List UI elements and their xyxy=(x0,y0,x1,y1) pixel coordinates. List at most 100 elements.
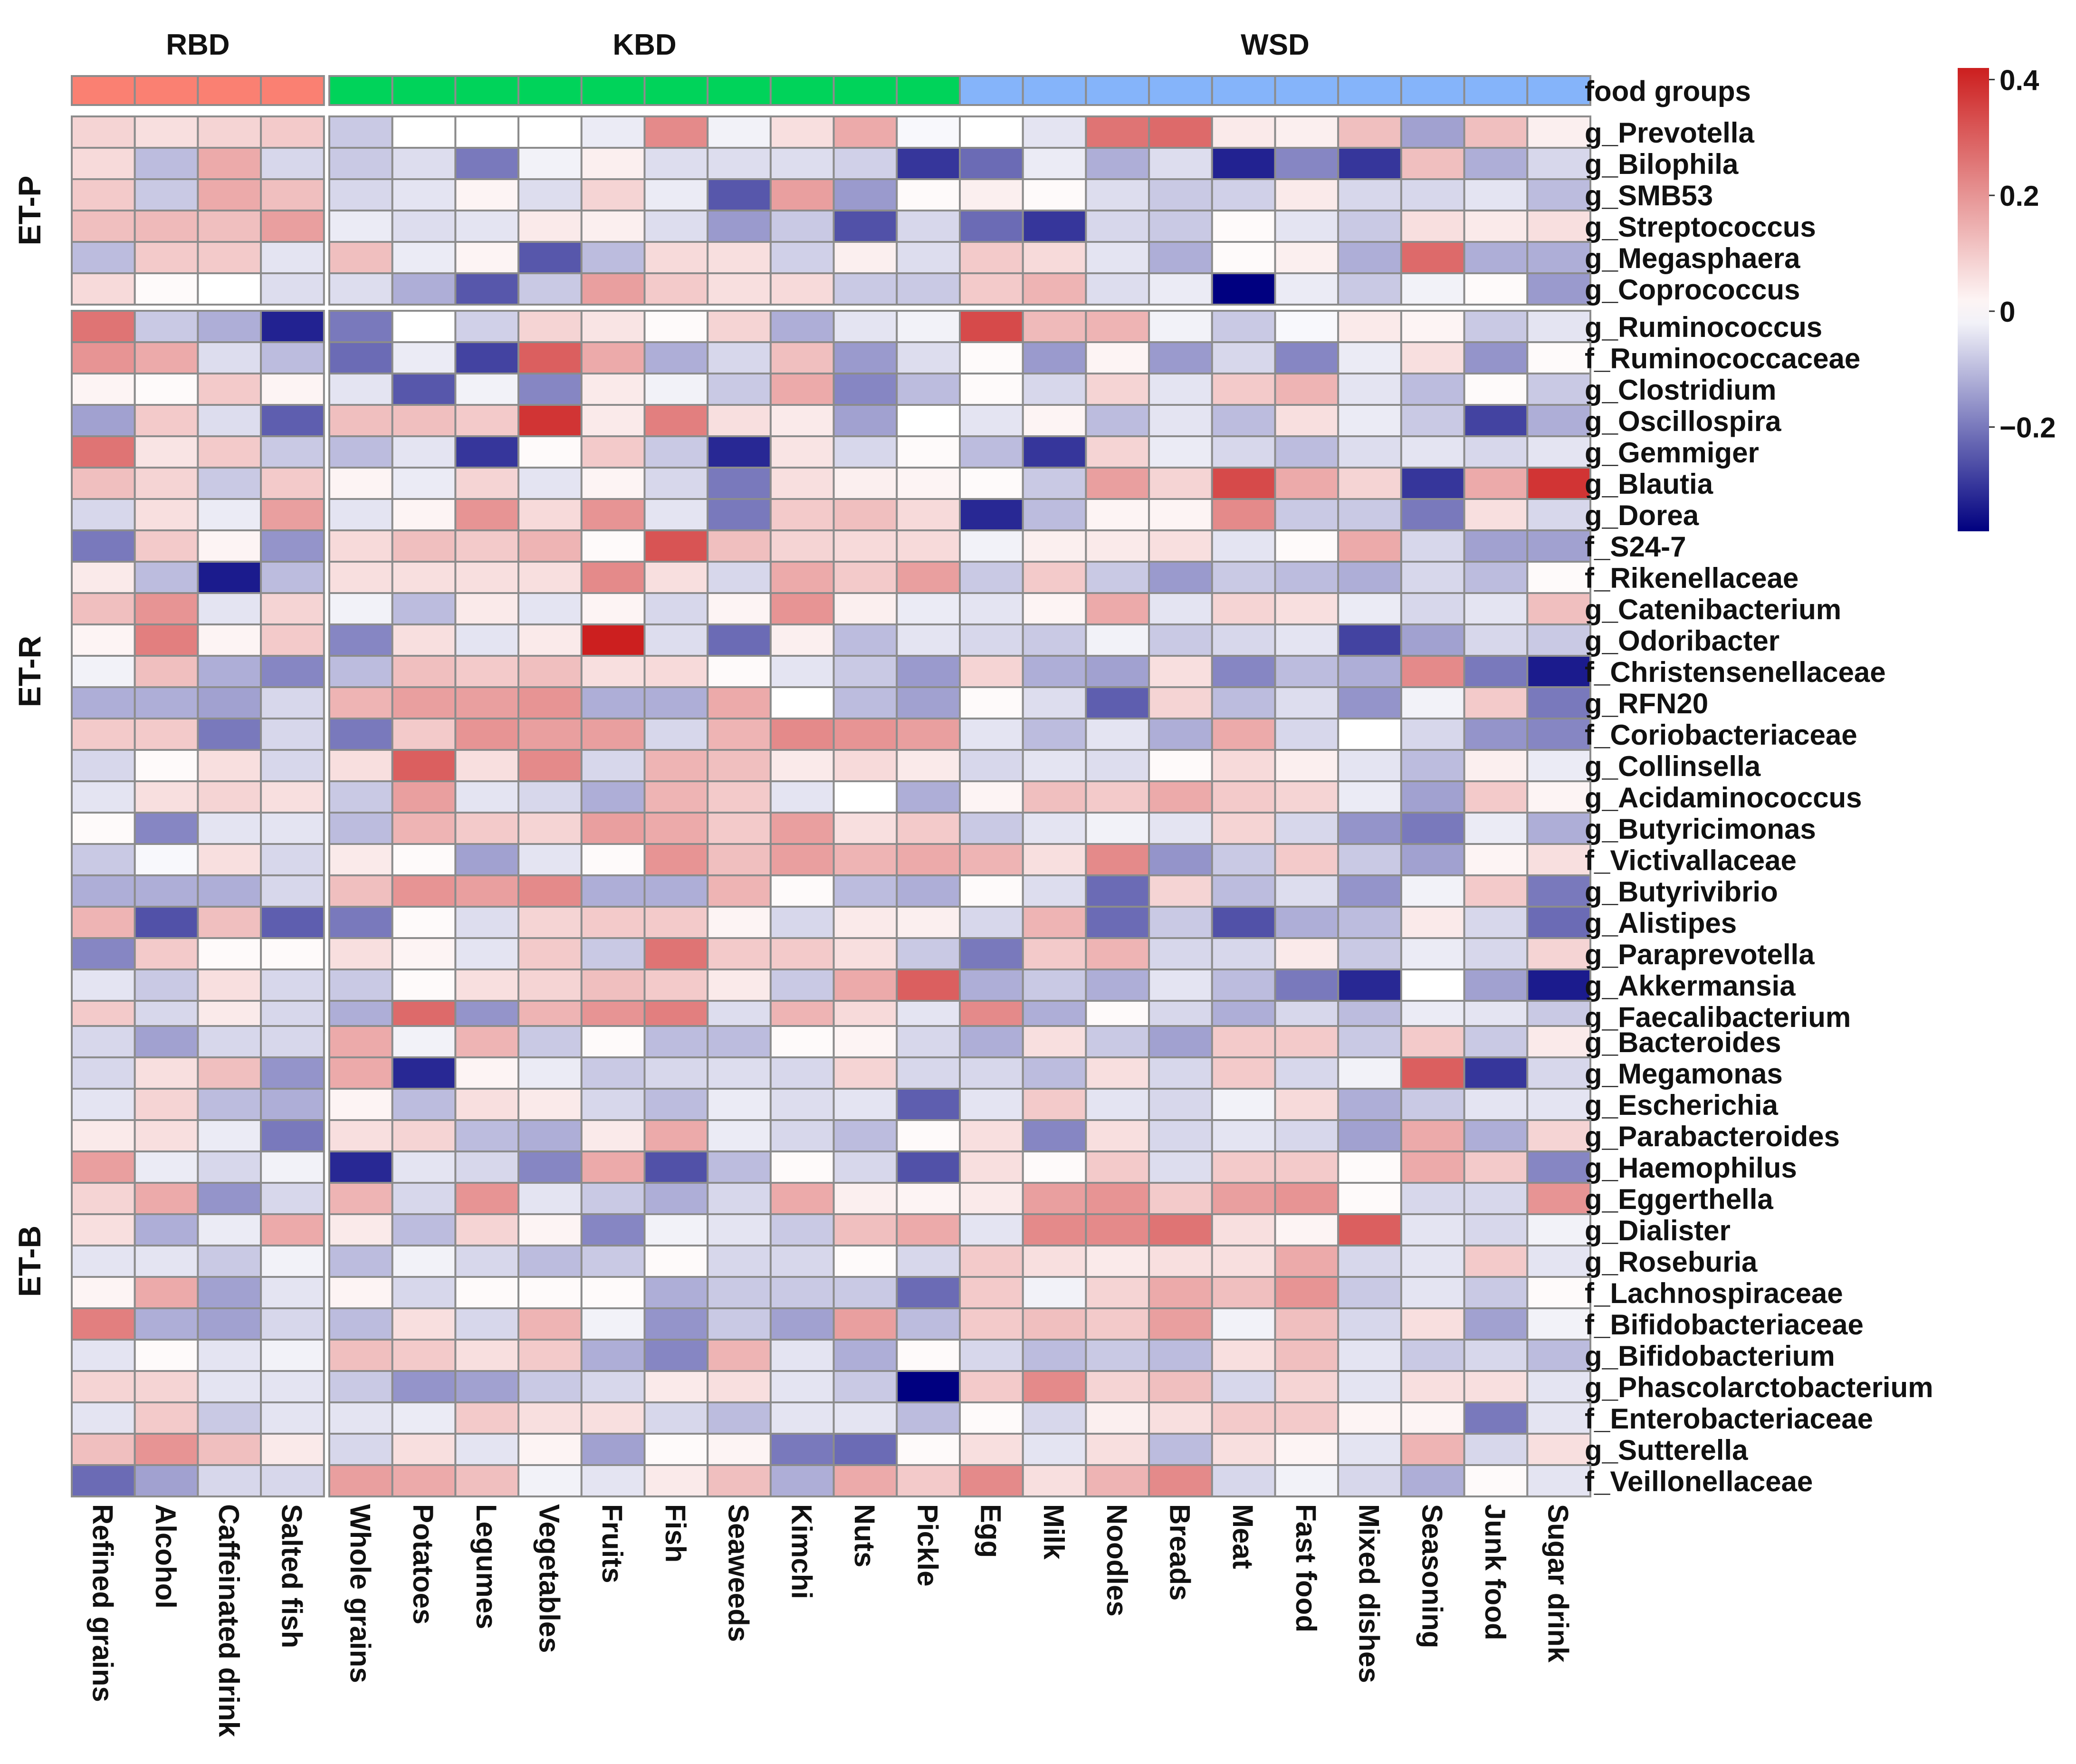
heatmap-cell xyxy=(391,210,457,243)
heatmap-cell xyxy=(134,592,199,625)
heatmap-cell xyxy=(707,467,772,500)
heatmap-cell xyxy=(769,1464,835,1497)
heatmap-cell xyxy=(769,780,835,814)
heatmap-cell xyxy=(580,937,646,970)
heatmap-cell xyxy=(1526,1056,1592,1090)
heatmap-cell xyxy=(260,1339,325,1372)
heatmap-cell xyxy=(1400,749,1465,782)
heatmap-cell xyxy=(1526,178,1592,211)
heatmap-cell xyxy=(71,1056,136,1090)
heatmap-cell xyxy=(454,115,520,149)
heatmap-cell xyxy=(643,1119,709,1152)
group-title-wsd: WSD xyxy=(1241,29,1310,61)
heatmap-cell xyxy=(1337,1370,1402,1403)
heatmap-cell xyxy=(769,373,835,406)
heatmap-cell xyxy=(896,1088,961,1121)
heatmap-cell xyxy=(769,1213,835,1246)
heatmap-cell xyxy=(391,1276,457,1309)
heatmap-cell xyxy=(643,310,709,343)
heatmap-cell xyxy=(134,1213,199,1246)
heatmap-cell xyxy=(1148,843,1213,876)
heatmap-cell xyxy=(1337,1433,1402,1466)
heatmap-cell xyxy=(391,874,457,908)
heatmap-cell xyxy=(896,373,961,406)
heatmap-cell xyxy=(517,968,583,1002)
heatmap-cell xyxy=(643,1370,709,1403)
heatmap-cell xyxy=(1085,1401,1150,1435)
heatmap-cell xyxy=(959,310,1024,343)
heatmap-cell xyxy=(328,404,393,437)
heatmap-cell xyxy=(643,718,709,751)
heatmap-cell xyxy=(580,1339,646,1372)
heatmap-cell xyxy=(197,1464,262,1497)
heatmap-cell xyxy=(1085,310,1150,343)
heatmap-cell xyxy=(1274,812,1339,845)
heatmap-cell xyxy=(517,1401,583,1435)
heatmap-cell xyxy=(1463,1433,1529,1466)
column-label: Egg xyxy=(975,1504,1006,1558)
heatmap-cell xyxy=(707,1245,772,1278)
heatmap-cell xyxy=(517,1056,583,1090)
heatmap-cell xyxy=(643,435,709,469)
heatmap-cell xyxy=(896,874,961,908)
heatmap-cell xyxy=(1085,1370,1150,1403)
heatmap-cell xyxy=(1463,1464,1529,1497)
heatmap-cell xyxy=(580,843,646,876)
heatmap-cell xyxy=(1337,529,1402,563)
heatmap-cell xyxy=(1085,1339,1150,1372)
heatmap-cell xyxy=(896,655,961,688)
heatmap-cell xyxy=(1022,1213,1087,1246)
heatmap-cell xyxy=(1463,592,1529,625)
heatmap-cell xyxy=(1400,272,1465,306)
heatmap-cell xyxy=(1526,1464,1592,1497)
heatmap-cell xyxy=(1211,968,1276,1002)
heatmap-cell xyxy=(643,1276,709,1309)
heatmap-cell xyxy=(1463,467,1529,500)
annotation-cell xyxy=(896,75,961,106)
heatmap-cell xyxy=(1463,906,1529,939)
annotation-cell xyxy=(769,75,835,106)
annotation-cell xyxy=(1400,75,1465,106)
heatmap-cell xyxy=(1148,1401,1213,1435)
column-label: Seasoning xyxy=(1416,1504,1448,1648)
heatmap-cell xyxy=(1022,1401,1087,1435)
heatmap-cell xyxy=(328,147,393,180)
heatmap-cell xyxy=(580,592,646,625)
heatmap-cell xyxy=(832,812,898,845)
heatmap-cell xyxy=(391,272,457,306)
heatmap-cell xyxy=(1211,241,1276,274)
heatmap-cell xyxy=(328,655,393,688)
heatmap-cell xyxy=(454,1150,520,1184)
heatmap-cell xyxy=(260,1307,325,1341)
heatmap-cell xyxy=(1022,1119,1087,1152)
heatmap-cell xyxy=(1463,310,1529,343)
heatmap-cell xyxy=(1400,1307,1465,1341)
colorbar-tick-label: 0.2 xyxy=(1999,180,2039,212)
heatmap-cell xyxy=(896,1464,961,1497)
heatmap-cell xyxy=(71,874,136,908)
heatmap-cell xyxy=(1274,843,1339,876)
heatmap-cell xyxy=(1022,435,1087,469)
heatmap-cell xyxy=(1211,1307,1276,1341)
heatmap-cell xyxy=(328,812,393,845)
heatmap-cell xyxy=(391,1401,457,1435)
heatmap-cell xyxy=(517,906,583,939)
heatmap-cell xyxy=(832,1213,898,1246)
heatmap-cell xyxy=(1022,592,1087,625)
heatmap-cell xyxy=(1463,686,1529,719)
column-label: Pickle xyxy=(912,1504,944,1586)
row-label: g_Dialister xyxy=(1585,1215,1731,1246)
heatmap-cell xyxy=(1463,373,1529,406)
heatmap-cell xyxy=(643,272,709,306)
heatmap-cell xyxy=(391,435,457,469)
heatmap-cell xyxy=(707,341,772,374)
heatmap-cell xyxy=(832,310,898,343)
heatmap-cell xyxy=(1274,341,1339,374)
heatmap-cell xyxy=(1022,404,1087,437)
heatmap-cell xyxy=(391,1370,457,1403)
heatmap-cell xyxy=(707,498,772,531)
heatmap-cell xyxy=(517,178,583,211)
heatmap-cell xyxy=(832,1182,898,1215)
heatmap-cell xyxy=(517,623,583,657)
heatmap-cell xyxy=(71,655,136,688)
